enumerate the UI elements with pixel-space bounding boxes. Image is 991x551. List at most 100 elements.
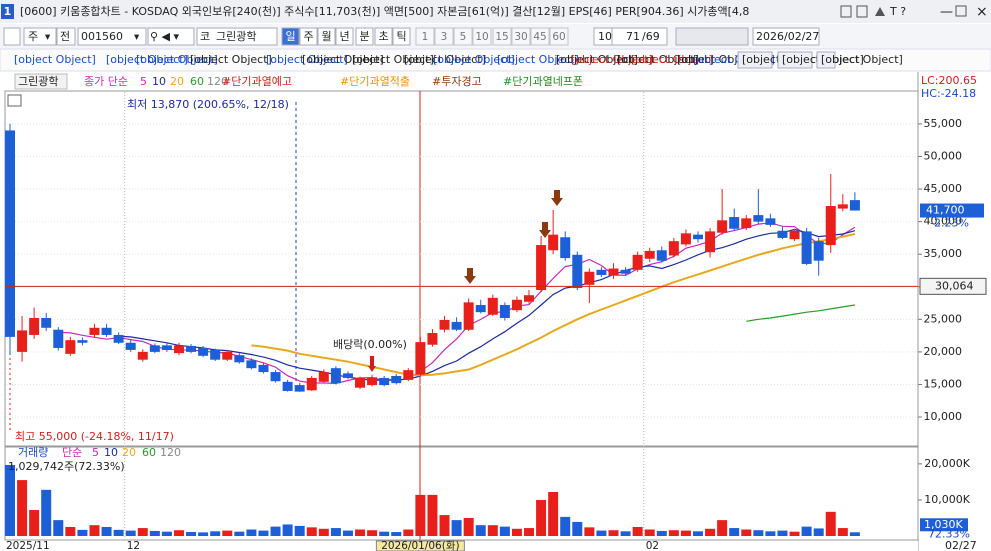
volume-bar bbox=[644, 529, 655, 536]
prev[interactable]: 전 bbox=[60, 30, 70, 43]
interval-button[interactable] bbox=[355, 27, 374, 46]
volume-bar bbox=[355, 529, 366, 536]
quote-button[interactable] bbox=[737, 51, 773, 69]
candle-body bbox=[306, 377, 317, 391]
date[interactable]: 2026/02/27 bbox=[756, 30, 819, 43]
dropdown[interactable]: ▾ bbox=[45, 31, 51, 43]
tool-icons[interactable] bbox=[675, 27, 749, 46]
candle-body bbox=[137, 351, 148, 360]
interval-button[interactable] bbox=[374, 27, 393, 46]
x-crosshair-label-bg bbox=[375, 540, 465, 551]
interval-label[interactable]: 분 bbox=[359, 30, 369, 43]
name-box[interactable] bbox=[196, 27, 278, 46]
candle-body bbox=[101, 327, 112, 335]
shown-box[interactable] bbox=[611, 27, 668, 46]
title-bar bbox=[0, 0, 991, 23]
interval-label[interactable]: 년 bbox=[339, 30, 349, 43]
dropdown[interactable]: ▾ bbox=[134, 31, 140, 43]
number-label[interactable]: 45 bbox=[533, 31, 546, 43]
number-label[interactable]: 60 bbox=[552, 31, 565, 43]
code[interactable]: 001560 bbox=[81, 30, 123, 43]
window-number: 1 bbox=[4, 5, 12, 18]
y-tick-label: 15,000 bbox=[924, 377, 963, 390]
volume-bar bbox=[729, 528, 740, 536]
quote-button[interactable] bbox=[816, 51, 836, 69]
number-button[interactable] bbox=[415, 27, 435, 46]
volume-legend-entry: 20 bbox=[122, 446, 136, 459]
candle-body bbox=[318, 372, 329, 382]
volume-bar bbox=[548, 492, 559, 536]
volume-bar bbox=[210, 531, 221, 536]
candle-body bbox=[439, 319, 450, 330]
candle-body bbox=[222, 351, 233, 360]
close[interactable]: × bbox=[976, 4, 988, 20]
candle-body bbox=[258, 364, 269, 373]
icon-button[interactable] bbox=[3, 27, 21, 46]
grid-icon[interactable] bbox=[7, 94, 22, 107]
candle-body bbox=[560, 237, 571, 259]
icon-triangle[interactable] bbox=[875, 7, 885, 16]
title-icons[interactable]: T ? bbox=[889, 5, 906, 18]
number-label[interactable]: 5 bbox=[460, 31, 467, 43]
candle-body bbox=[149, 345, 160, 352]
number-button[interactable] bbox=[453, 27, 473, 46]
interval-label[interactable]: 일 bbox=[285, 29, 295, 43]
number-label[interactable]: 1 bbox=[422, 31, 429, 43]
period[interactable]: 주 bbox=[28, 30, 38, 43]
count[interactable]: 10 bbox=[598, 30, 612, 43]
legend-entry: 120 bbox=[207, 75, 228, 88]
window-title: [0600] 키움종합차트 - KOSDAQ 외국인보유[240(천)] 주식수… bbox=[20, 4, 749, 18]
legend-stock[interactable]: 그린광학 bbox=[18, 75, 58, 88]
number-label[interactable]: 3 bbox=[441, 31, 448, 43]
number-button[interactable] bbox=[530, 27, 550, 46]
minimize[interactable]: — bbox=[940, 5, 953, 20]
volume-bar bbox=[294, 525, 305, 536]
interval-label[interactable]: 주 bbox=[303, 30, 313, 43]
icon-box[interactable] bbox=[856, 5, 868, 18]
interval-button[interactable] bbox=[281, 27, 300, 46]
volume-bar bbox=[258, 530, 269, 536]
prev-button[interactable] bbox=[56, 27, 76, 46]
interval-label[interactable]: 월 bbox=[321, 30, 331, 43]
market: 코 bbox=[200, 30, 210, 43]
candle-body bbox=[825, 205, 836, 246]
number-button[interactable] bbox=[472, 27, 492, 46]
number-label[interactable]: 30 bbox=[514, 31, 527, 43]
candle-body bbox=[294, 385, 305, 392]
number-label[interactable]: 15 bbox=[495, 31, 508, 43]
volume-bar bbox=[572, 521, 583, 536]
search-buttons[interactable] bbox=[147, 27, 195, 46]
warning-arrow bbox=[464, 268, 476, 284]
quote-item: [object Object] bbox=[106, 53, 188, 66]
date-box[interactable] bbox=[752, 27, 820, 46]
maximize[interactable] bbox=[955, 5, 967, 17]
stock-legend-box[interactable] bbox=[14, 73, 68, 90]
search-icons[interactable]: ⚲ ◀ ▾ bbox=[150, 30, 180, 43]
candle-body bbox=[741, 218, 752, 229]
candle-body bbox=[234, 355, 245, 363]
number-button[interactable] bbox=[492, 27, 512, 46]
candle-body bbox=[415, 342, 426, 375]
number-button[interactable] bbox=[434, 27, 454, 46]
shown[interactable]: 71 bbox=[626, 30, 640, 43]
quote-button[interactable] bbox=[777, 51, 813, 69]
number-button[interactable] bbox=[549, 27, 569, 46]
interval-label[interactable]: 초 bbox=[378, 30, 388, 43]
number-label[interactable]: 10 bbox=[475, 31, 488, 43]
x-tick-label: 2025/11 bbox=[6, 540, 50, 551]
candle-body bbox=[89, 327, 100, 335]
quote-item[interactable]: [object Object] bbox=[821, 53, 903, 66]
period-select[interactable] bbox=[23, 27, 57, 46]
candle-body bbox=[355, 377, 366, 388]
interval-label[interactable]: 틱 bbox=[396, 30, 406, 43]
interval-button[interactable] bbox=[299, 27, 318, 46]
number-button[interactable] bbox=[511, 27, 531, 46]
icon-box[interactable] bbox=[840, 5, 852, 18]
volume-bar bbox=[5, 464, 15, 536]
interval-button[interactable] bbox=[392, 27, 411, 46]
interval-button[interactable] bbox=[335, 27, 354, 46]
code-input[interactable] bbox=[77, 27, 147, 46]
volume-bar bbox=[524, 528, 535, 536]
candle-body bbox=[717, 220, 728, 233]
interval-button[interactable] bbox=[317, 27, 336, 46]
